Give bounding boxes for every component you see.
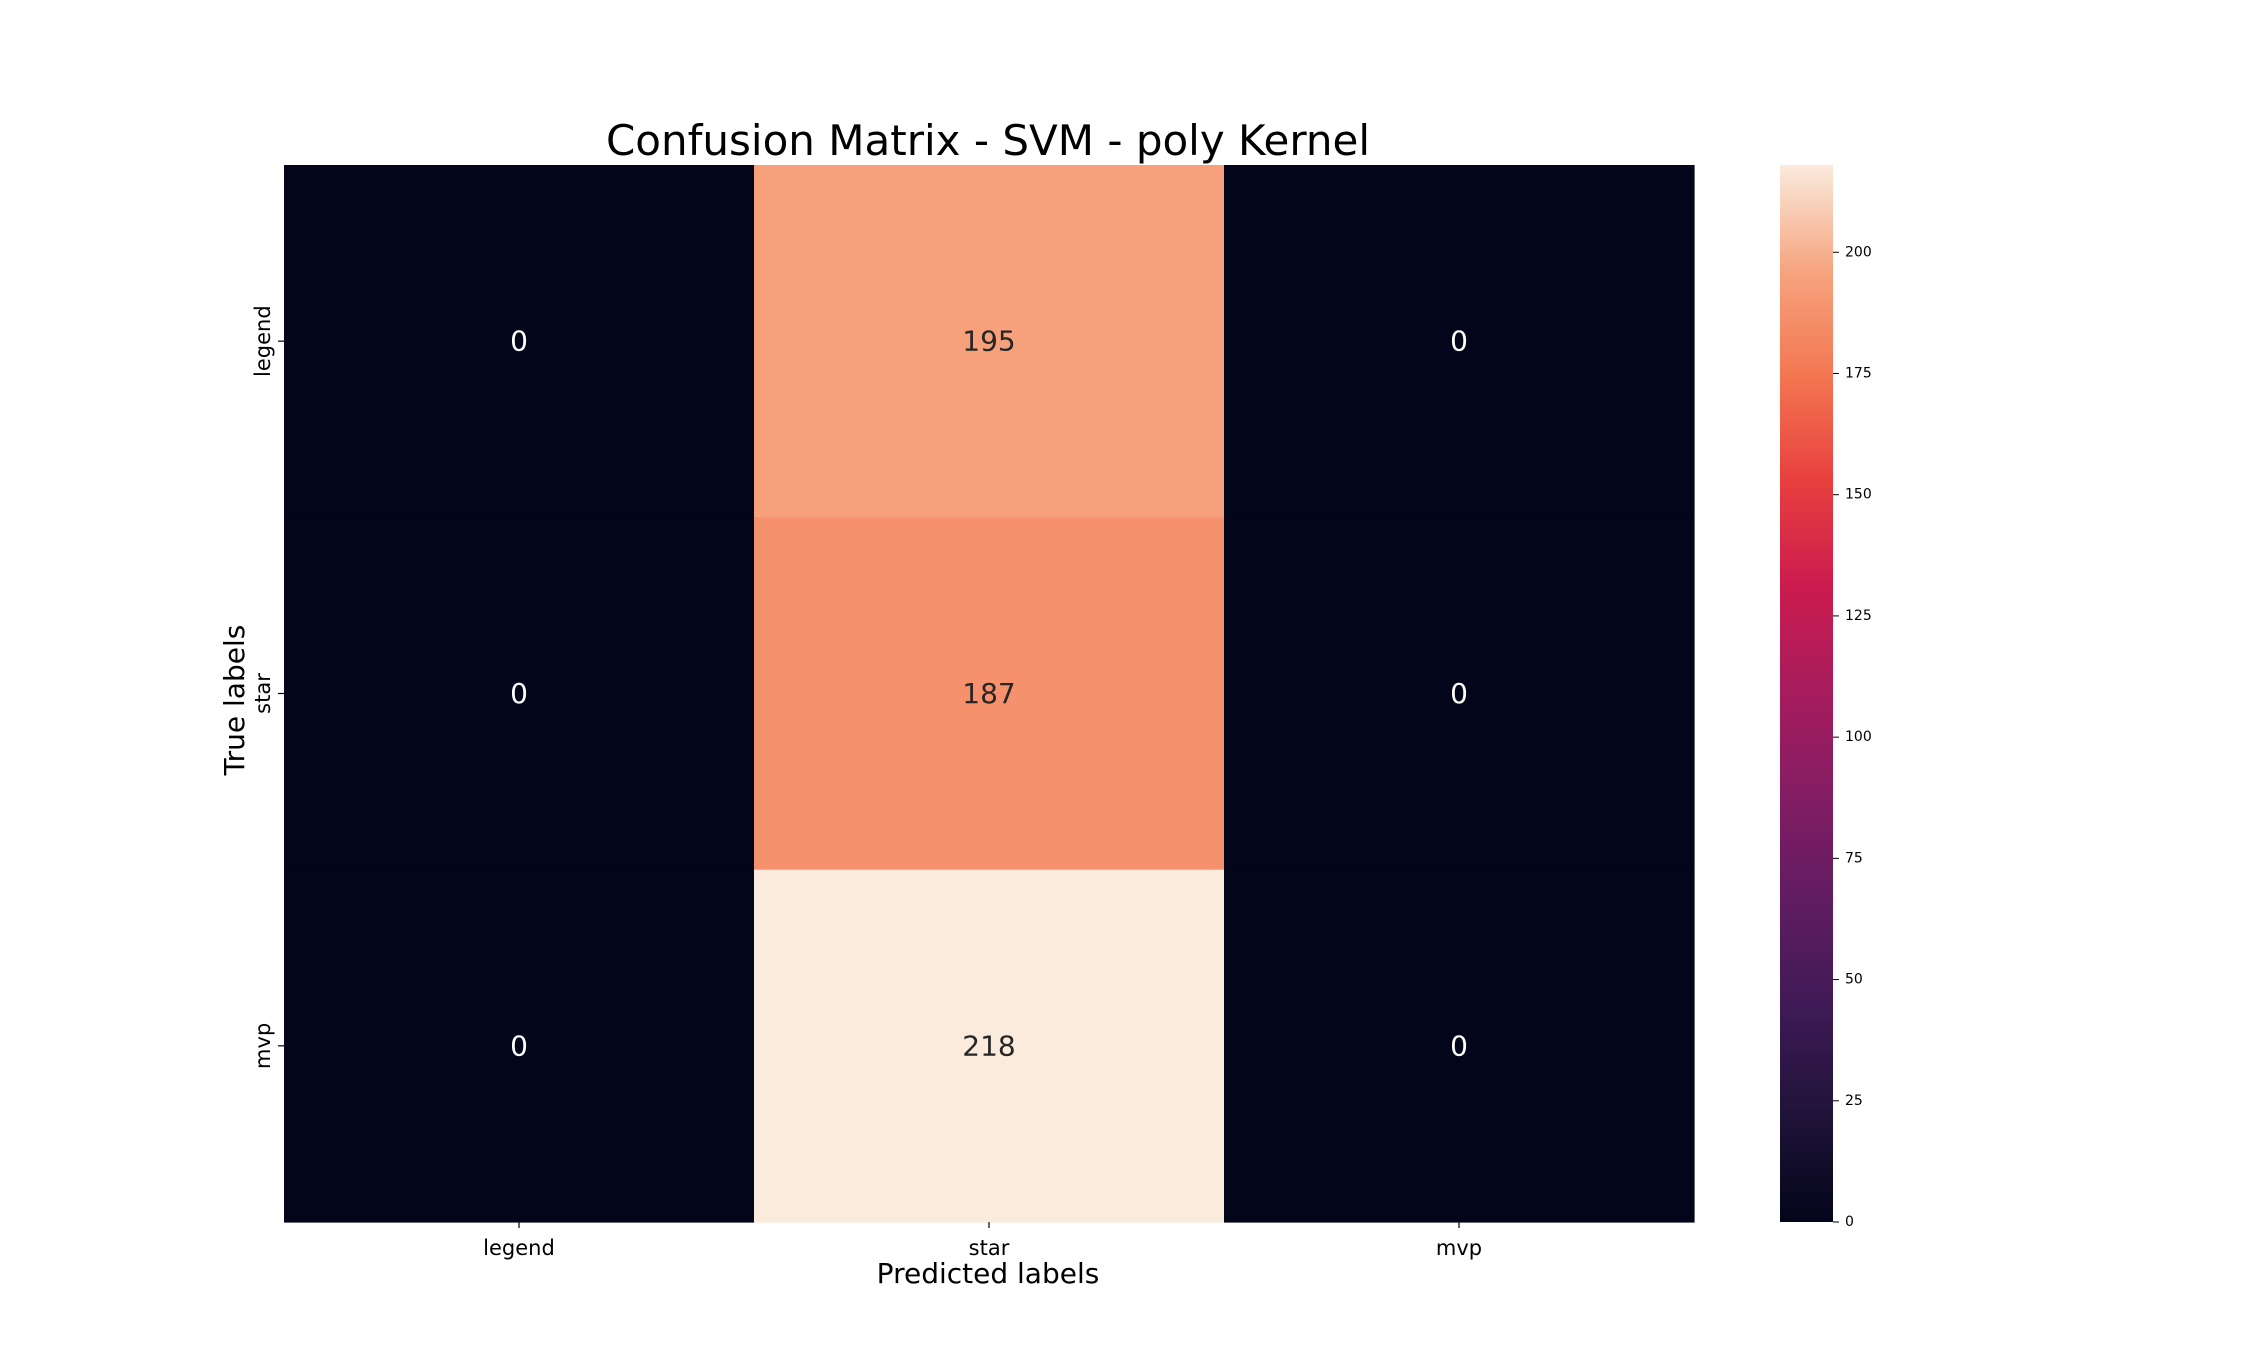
colorbar-tick-label: 25 xyxy=(1845,1093,1863,1109)
cell-value-label: 0 xyxy=(1450,1029,1468,1062)
colorbar xyxy=(1780,165,1833,1222)
cell-value-label: 0 xyxy=(510,677,528,710)
y-tick-label: legend xyxy=(251,305,275,377)
y-axis-ticks: legend star mvp xyxy=(251,305,284,1069)
cell-value-label: 187 xyxy=(962,677,1015,710)
heatmap-cell xyxy=(754,517,1225,871)
y-tick-label: star xyxy=(251,673,275,714)
cell-annotations: 0 195 0 0 187 0 0 218 0 xyxy=(510,325,1468,1063)
heatmap-cell xyxy=(284,517,755,871)
colorbar-tick-label: 175 xyxy=(1845,365,1872,381)
x-tick-label: star xyxy=(969,1236,1010,1260)
colorbar-tick-label: 150 xyxy=(1845,487,1872,503)
heatmap-cell xyxy=(284,165,755,518)
x-axis-label: Predicted labels xyxy=(877,1257,1100,1290)
chart-title: Confusion Matrix - SVM - poly Kernel xyxy=(606,116,1370,165)
colorbar-tick-label: 50 xyxy=(1845,972,1863,988)
x-tick-label: mvp xyxy=(1436,1236,1482,1260)
colorbar-tick-label: 200 xyxy=(1845,244,1872,260)
colorbar-tick-label: 100 xyxy=(1845,729,1872,745)
cell-value-label: 0 xyxy=(1450,325,1468,358)
cell-value-label: 218 xyxy=(962,1029,1015,1062)
x-axis-ticks: legend star mvp xyxy=(483,1222,1482,1260)
y-axis-label: True labels xyxy=(218,625,251,777)
heatmap-cell xyxy=(1224,869,1695,1223)
heatmap-cell xyxy=(1224,517,1695,871)
x-tick-label: legend xyxy=(483,1236,555,1260)
heatmap-cell xyxy=(284,869,755,1223)
colorbar-tick-label: 75 xyxy=(1845,850,1863,866)
cell-value-label: 0 xyxy=(1450,677,1468,710)
colorbar-tick-label: 125 xyxy=(1845,608,1872,624)
heatmap-cell xyxy=(754,869,1225,1223)
cell-value-label: 0 xyxy=(510,325,528,358)
y-tick-label: mvp xyxy=(251,1023,275,1069)
heatmap-cell xyxy=(754,165,1225,518)
cell-value-label: 195 xyxy=(962,325,1015,358)
heatmap-cell xyxy=(1224,165,1695,518)
heatmap-cells xyxy=(284,165,1695,1223)
cell-value-label: 0 xyxy=(510,1029,528,1062)
colorbar-ticks: 0 25 50 75 100 125 150 175 200 xyxy=(1833,244,1872,1230)
colorbar-tick-label: 0 xyxy=(1845,1214,1854,1230)
